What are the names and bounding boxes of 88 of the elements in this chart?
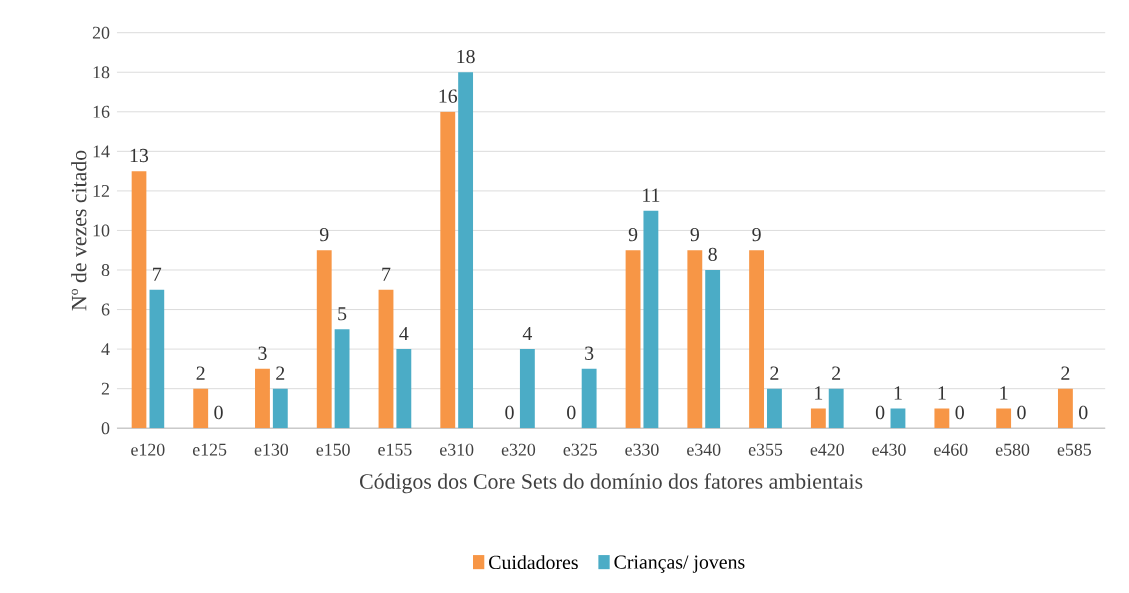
bar [766,388,782,429]
bar [458,72,474,429]
y-tick-label: 8 [101,264,110,277]
bar [705,270,721,429]
bar [193,388,209,429]
bar [625,250,641,429]
data-label: 8 [708,247,717,262]
data-label: 0 [567,405,576,420]
data-label: 9 [690,228,699,242]
bar [1057,388,1073,429]
bar [378,289,394,429]
y-tick-label: 16 [93,105,110,118]
bar [810,408,826,429]
data-label: 1 [1000,386,1008,400]
x-tick-label: e155 [378,443,412,456]
data-label: 18 [457,50,475,64]
data-label: 2 [770,366,779,380]
y-tick-label: 20 [92,26,110,39]
y-tick-label: 10 [93,224,110,237]
data-label: 0 [505,405,514,420]
data-label: 3 [585,346,594,360]
data-label: 13 [130,148,149,163]
x-tick-label: e340 [687,443,721,456]
y-tick-label: 12 [93,185,109,197]
x-tick-label: e430 [872,443,906,456]
x-tick-label: e325 [563,443,597,456]
data-label: 4 [522,327,533,341]
bar [890,408,906,429]
data-label: 7 [382,267,391,281]
x-tick-label: e120 [131,443,165,456]
x-tick-label: e320 [501,443,536,456]
data-label: 5 [338,307,347,321]
data-label: 16 [439,89,458,103]
x-tick-label: e150 [316,443,350,456]
data-label: 2 [832,366,841,380]
bar [149,289,165,429]
bar [687,250,703,429]
bar [255,368,270,429]
data-label: 1 [894,386,902,400]
y-axis-title: Nº de vezes citado [71,150,87,311]
x-tick-label: e580 [995,443,1030,456]
data-label: 9 [752,228,761,242]
x-tick-label: e125 [192,443,227,456]
data-label: 1 [938,386,946,400]
data-label: 9 [628,228,638,242]
x-axis-title: Códigos dos Core Sets do domínio dos fatores ambientais [360,473,863,494]
bar [519,349,535,429]
x-tick-label: e310 [440,443,474,456]
y-tick-label: 18 [93,66,110,79]
y-tick-label: 0 [101,422,110,435]
bar [272,388,288,429]
legend-label: Cuidadores [489,555,578,570]
data-label: 0 [214,405,223,420]
y-tick-label: 6 [101,303,110,316]
data-label: 2 [1061,366,1070,380]
bar [396,349,412,429]
y-tick-label: 2 [101,382,109,395]
data-label: 0 [1017,405,1026,420]
data-label: 4 [399,327,409,341]
bar [581,368,597,429]
data-label: 1 [815,386,823,400]
data-label: 2 [276,366,285,380]
bar [131,171,147,429]
x-tick-label: e420 [810,443,844,456]
y-tick-label: 4 [101,343,110,356]
data-label: 0 [1079,405,1088,420]
x-tick-label: e585 [1057,443,1091,456]
data-label: 0 [955,405,964,420]
bar [996,408,1012,429]
bar [643,210,659,429]
data-label: 0 [875,405,885,420]
bar [316,250,332,429]
data-label: 3 [258,346,267,360]
bar [749,250,765,429]
x-tick-label: e355 [748,443,783,456]
y-tick-label: 14 [93,145,110,158]
data-label: 7 [153,267,162,281]
data-label: 11 [643,188,660,202]
x-tick-label: e130 [254,443,289,456]
bar [440,111,456,429]
bar [334,329,350,429]
bar [828,388,844,429]
data-label: 9 [319,228,329,242]
x-tick-label: e460 [934,443,968,456]
legend-label: Crianças/ jovens [614,555,745,573]
bar [934,408,950,429]
x-tick-label: e330 [625,443,659,456]
data-label: 2 [196,366,205,380]
